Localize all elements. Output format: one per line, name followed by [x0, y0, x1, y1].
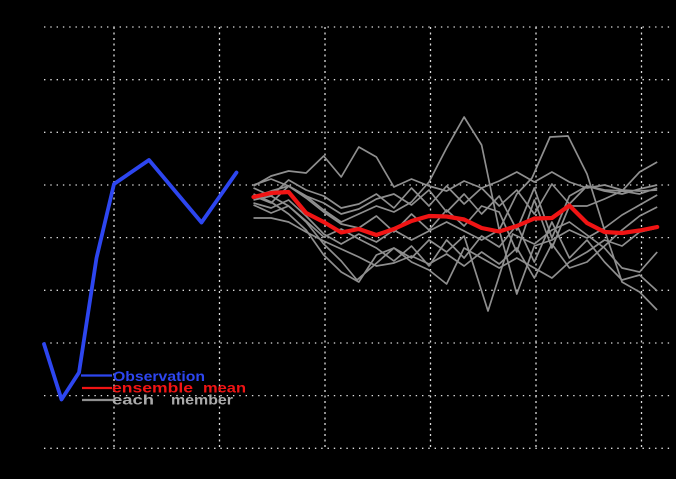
svg-text:ensemble: ensemble [112, 380, 193, 396]
svg-text:mean: mean [203, 380, 246, 396]
svg-text:member: member [171, 392, 234, 408]
svg-text:each: each [112, 392, 154, 408]
svg-text:Observation: Observation [113, 368, 205, 384]
